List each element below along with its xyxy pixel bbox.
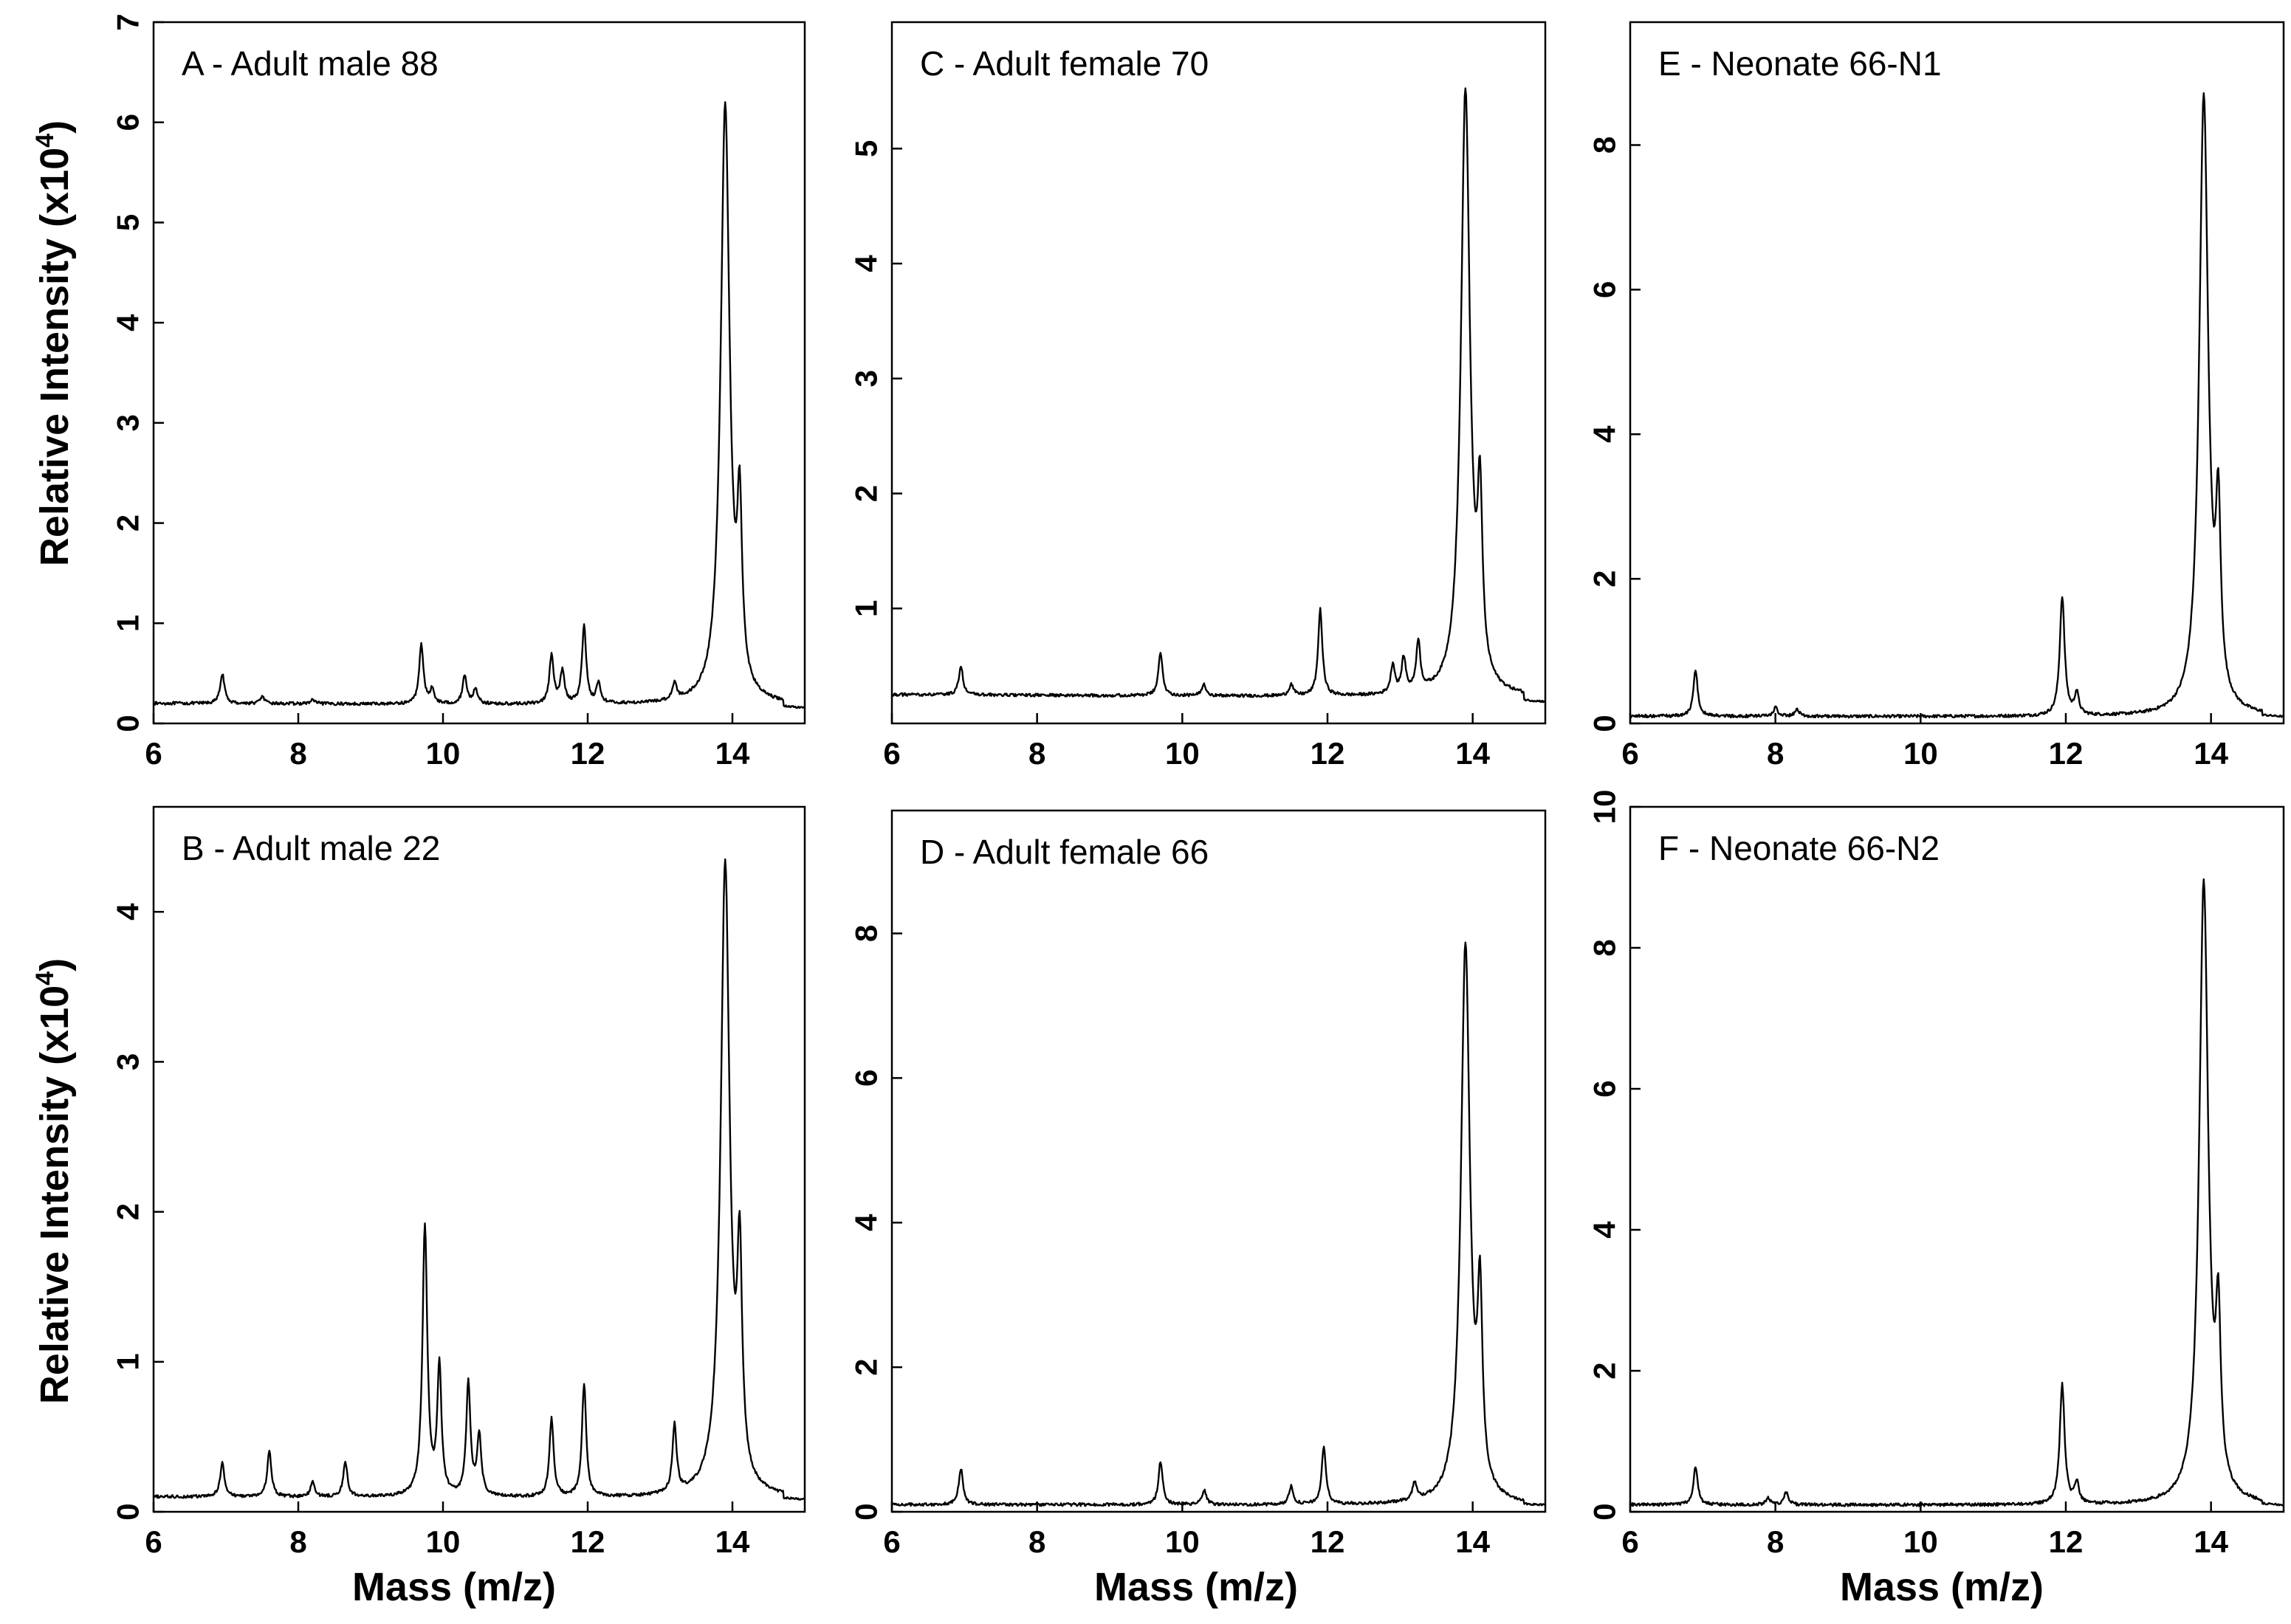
panel-e-ytick-label: 2 xyxy=(1587,570,1622,587)
panel-b-ytick-label: 0 xyxy=(111,1503,145,1520)
panel-e-ytick-label: 4 xyxy=(1587,425,1622,443)
panel-a-ytick-label: 1 xyxy=(111,615,145,632)
panel-b-title: B - Adult male 22 xyxy=(182,829,440,867)
panel-c-spectrum-line xyxy=(890,87,1546,703)
panel-e-xtick-label: 10 xyxy=(1903,736,1938,771)
panel-a-ytick-label: 2 xyxy=(111,515,145,531)
panel-b-ytick-label: 3 xyxy=(111,1053,145,1070)
panel-a-spectrum-line xyxy=(153,101,806,709)
panel-b-xtick-label: 14 xyxy=(715,1524,750,1559)
panel-c-xtick-label: 10 xyxy=(1165,736,1200,771)
panel-f-ytick-label: 2 xyxy=(1587,1362,1622,1379)
panel-e-ytick-label: 8 xyxy=(1587,137,1622,154)
panel-a-xtick-label: 14 xyxy=(715,736,750,771)
panel-e-ytick-label: 0 xyxy=(1587,715,1622,732)
panel-c-xtick-label: 8 xyxy=(1028,736,1045,771)
panel-b-xtick-label: 8 xyxy=(289,1524,306,1559)
panel-a-ytick-label: 3 xyxy=(111,414,145,431)
panel-e-title: E - Neonate 66-N1 xyxy=(1658,44,1942,83)
y-axis-title-bottom: Relative Intensity (x104) xyxy=(31,958,77,1404)
panel-f-title: F - Neonate 66-N2 xyxy=(1658,829,1940,867)
panel-d-xtick-label: 12 xyxy=(1311,1524,1345,1559)
panel-e-frame xyxy=(1629,21,2285,725)
panel-f-xtick-label: 14 xyxy=(2194,1524,2228,1559)
panel-e-spectrum-line xyxy=(1629,92,2284,719)
x-axis-title-col1: Mass (m/z) xyxy=(352,1565,556,1609)
panel-c-ytick-label: 1 xyxy=(849,600,884,617)
panel-a-ytick-label: 7 xyxy=(111,13,145,30)
panel-c-ytick-label: 5 xyxy=(849,140,884,157)
panel-c-ytick-label: 4 xyxy=(849,255,884,272)
panel-d-ytick-label: 2 xyxy=(849,1358,884,1375)
panel-f-spectrum-line xyxy=(1629,878,2284,1507)
panel-d-ytick-label: 8 xyxy=(849,925,884,942)
panel-d-ytick-label: 0 xyxy=(849,1503,884,1520)
panel-a-title: A - Adult male 88 xyxy=(182,44,439,83)
panel-f-xtick-label: 6 xyxy=(1621,1524,1638,1559)
panel-d: 6 8 10 12 14 0 2 4 6 8 D - Adult female 66 xyxy=(849,809,1547,1559)
panel-c-xtick-label: 6 xyxy=(883,736,900,771)
panel-d-spectrum-line xyxy=(891,941,1547,1507)
panel-f: 6 8 10 12 14 0 2 4 6 8 10 F - Neonate 66-N2 xyxy=(1587,790,2285,1559)
panel-e-ytick-label: 6 xyxy=(1587,281,1622,298)
panel-b-ytick-label: 2 xyxy=(111,1203,145,1220)
panel-a-ytick-label: 5 xyxy=(111,214,145,231)
panel-f-ytick-label: 0 xyxy=(1587,1503,1622,1520)
panel-f-ytick-label: 10 xyxy=(1587,790,1622,825)
panel-a-xtick-label: 6 xyxy=(145,736,162,771)
panel-a-xtick-label: 10 xyxy=(426,736,461,771)
y-axis-title-top: Relative Intensity (x104) xyxy=(31,120,77,566)
panel-b-ytick-label: 1 xyxy=(111,1353,145,1370)
panel-d-xtick-label: 10 xyxy=(1165,1524,1200,1559)
panel-e: 6 8 10 12 14 0 2 4 6 8 E - Neonate 66-N1 xyxy=(1587,21,2285,771)
x-axis-title-col2: Mass (m/z) xyxy=(1094,1565,1298,1609)
panel-f-ytick-label: 4 xyxy=(1587,1221,1622,1239)
panel-d-xtick-label: 8 xyxy=(1028,1524,1045,1559)
panel-f-xtick-label: 8 xyxy=(1767,1524,1784,1559)
panel-a-xtick-label: 8 xyxy=(289,736,306,771)
panel-e-xtick-label: 14 xyxy=(2194,736,2228,771)
panel-d-ytick-label: 6 xyxy=(849,1070,884,1087)
panel-f-xtick-label: 12 xyxy=(2049,1524,2084,1559)
panel-b-xtick-label: 12 xyxy=(571,1524,605,1559)
panel-a-xtick-label: 12 xyxy=(571,736,605,771)
panel-b-frame xyxy=(152,805,806,1513)
panel-b-ytick-label: 4 xyxy=(111,903,145,921)
panel-d-xtick-label: 6 xyxy=(883,1524,900,1559)
panel-c-ytick-label: 3 xyxy=(849,370,884,387)
panel-f-ytick-label: 8 xyxy=(1587,939,1622,956)
panel-c-frame xyxy=(890,21,1547,725)
panel-d-xtick-label: 14 xyxy=(1455,1524,1490,1559)
panel-e-xtick-label: 6 xyxy=(1621,736,1638,771)
panel-c-xtick-label: 12 xyxy=(1311,736,1345,771)
panel-b-xtick-label: 10 xyxy=(426,1524,461,1559)
panel-f-frame xyxy=(1629,805,2285,1513)
panel-f-xtick-label: 10 xyxy=(1903,1524,1938,1559)
panel-e-xtick-label: 8 xyxy=(1767,736,1784,771)
panel-a-ytick-label: 0 xyxy=(111,715,145,732)
panel-f-ytick-label: 6 xyxy=(1587,1080,1622,1097)
panel-e-xtick-label: 12 xyxy=(2049,736,2084,771)
panel-c-title: C - Adult female 70 xyxy=(920,44,1209,83)
panel-b-spectrum-line xyxy=(152,858,806,1501)
panel-c-ytick-label: 2 xyxy=(849,485,884,502)
panel-d-frame xyxy=(890,809,1547,1513)
panel-d-title: D - Adult female 66 xyxy=(920,833,1209,871)
panel-b-xtick-label: 6 xyxy=(145,1524,162,1559)
panel-a-frame xyxy=(152,21,806,725)
panel-d-ytick-label: 4 xyxy=(849,1214,884,1231)
panel-a-ytick-label: 4 xyxy=(111,314,145,331)
panel-a-ytick-label: 6 xyxy=(111,114,145,131)
panel-c-xtick-label: 14 xyxy=(1455,736,1490,771)
x-axis-title-col3: Mass (m/z) xyxy=(1840,1565,2044,1609)
